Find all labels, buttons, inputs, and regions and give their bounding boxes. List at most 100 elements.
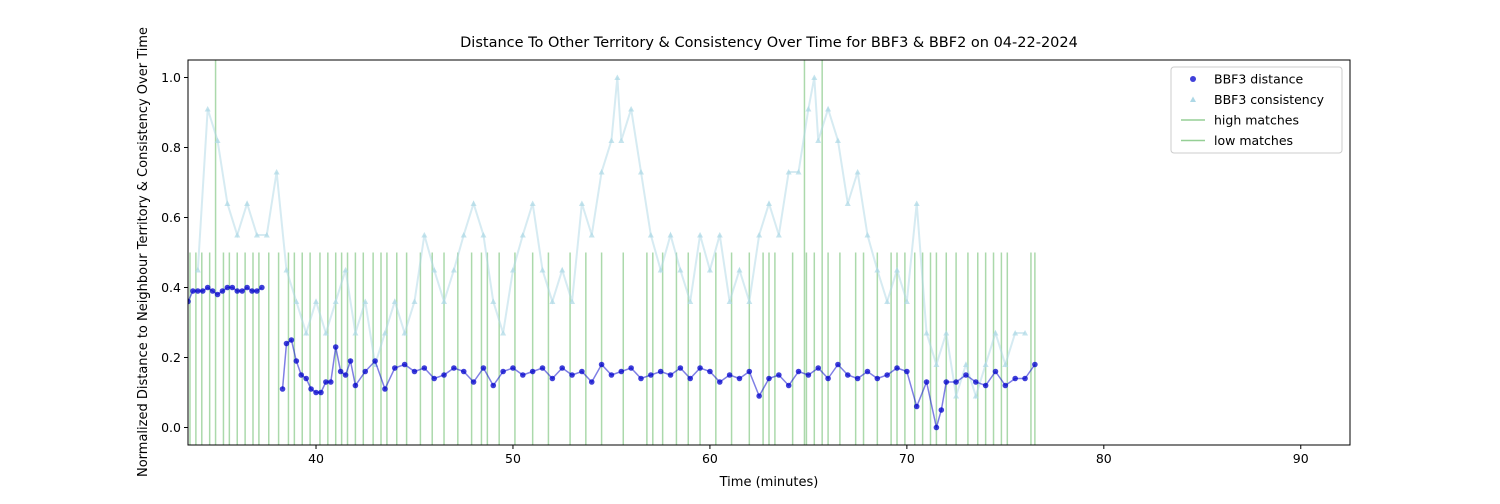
consistency-point bbox=[884, 298, 891, 304]
consistency-point bbox=[588, 232, 595, 238]
distance-point bbox=[736, 375, 743, 382]
consistency-point bbox=[598, 169, 605, 175]
distance-point bbox=[337, 368, 344, 375]
distance-point bbox=[382, 386, 388, 392]
consistency-point bbox=[933, 361, 940, 367]
consistency-line bbox=[196, 77, 1026, 400]
distance-point bbox=[913, 403, 920, 410]
consistency-point bbox=[578, 200, 585, 206]
consistency-point bbox=[637, 169, 644, 175]
distance-point bbox=[303, 375, 309, 382]
distance-point bbox=[707, 368, 713, 375]
consistency-point bbox=[470, 200, 477, 206]
consistency-point bbox=[1002, 361, 1009, 367]
distance-point bbox=[332, 344, 339, 350]
x-tick-label: 70 bbox=[899, 451, 915, 466]
consistency-point bbox=[480, 232, 487, 238]
consistency-point bbox=[874, 267, 881, 273]
distance-point bbox=[923, 379, 930, 385]
distance-point bbox=[825, 375, 831, 382]
distance-point bbox=[209, 288, 216, 294]
legend-label: low matches bbox=[1214, 133, 1293, 148]
distance-point bbox=[288, 337, 295, 343]
distance-point bbox=[559, 365, 566, 371]
distance-point bbox=[480, 365, 487, 371]
consistency-point bbox=[352, 330, 359, 336]
consistency-point bbox=[962, 361, 969, 367]
consistency-point bbox=[766, 200, 772, 206]
distance-point bbox=[500, 368, 506, 375]
y-tick-label: 0.6 bbox=[161, 210, 181, 225]
distance-point bbox=[441, 372, 447, 378]
consistency-point bbox=[815, 137, 822, 143]
distance-point bbox=[943, 379, 950, 385]
distance-point bbox=[204, 284, 211, 291]
distance-point bbox=[313, 389, 319, 396]
consistency-point bbox=[982, 361, 989, 367]
distance-point bbox=[716, 379, 723, 385]
distance-point bbox=[687, 375, 694, 382]
legend-marker bbox=[1190, 96, 1196, 102]
consistency-point bbox=[253, 232, 260, 238]
consistency-point bbox=[923, 330, 930, 336]
distance-point bbox=[795, 368, 802, 375]
distance-point bbox=[214, 291, 221, 298]
distance-point bbox=[938, 407, 945, 413]
distance-point bbox=[972, 379, 979, 385]
distance-point bbox=[963, 372, 969, 378]
consistency-point bbox=[706, 267, 713, 273]
consistency-point bbox=[293, 298, 300, 304]
distance-point bbox=[510, 365, 516, 371]
distance-point bbox=[1022, 375, 1028, 382]
consistency-point bbox=[401, 330, 408, 336]
distance-point bbox=[259, 284, 265, 291]
consistency-point bbox=[244, 200, 251, 206]
consistency-point bbox=[805, 106, 812, 112]
legend-label: high matches bbox=[1214, 113, 1299, 128]
consistency-point bbox=[795, 169, 802, 175]
consistency-point bbox=[224, 200, 231, 206]
distance-point bbox=[844, 372, 851, 378]
x-tick-label: 90 bbox=[1293, 451, 1309, 466]
distance-point bbox=[431, 375, 437, 382]
consistency-point bbox=[756, 232, 763, 238]
consistency-point bbox=[628, 106, 635, 112]
consistency-point bbox=[746, 298, 753, 304]
distance-point bbox=[470, 379, 477, 385]
distance-point bbox=[933, 424, 940, 431]
distance-point bbox=[190, 288, 196, 294]
distance-point bbox=[460, 368, 467, 375]
consistency-point bbox=[273, 169, 280, 175]
consistency-point bbox=[362, 298, 369, 304]
distance-line bbox=[188, 286, 1036, 428]
distance-point bbox=[298, 372, 305, 378]
consistency-point bbox=[411, 298, 418, 304]
y-tick-label: 0.8 bbox=[161, 140, 181, 155]
x-tick-label: 60 bbox=[702, 451, 718, 466]
distance-point bbox=[776, 372, 782, 378]
consistency-point bbox=[825, 106, 832, 112]
distance-point bbox=[1012, 375, 1018, 382]
distance-point bbox=[254, 288, 260, 294]
y-tick-label: 0.0 bbox=[161, 420, 181, 435]
consistency-point bbox=[614, 74, 621, 80]
consistency-point bbox=[677, 267, 684, 273]
consistency-point bbox=[509, 267, 516, 273]
y-tick-label: 0.2 bbox=[161, 350, 181, 365]
distance-point bbox=[854, 375, 861, 382]
distance-point bbox=[293, 358, 300, 364]
consistency-point bbox=[844, 200, 851, 206]
consistency-point bbox=[431, 267, 438, 273]
distance-point bbox=[401, 361, 408, 368]
distance-point bbox=[815, 365, 822, 371]
consistency-point bbox=[332, 298, 339, 304]
distance-point bbox=[229, 284, 236, 291]
distance-point bbox=[490, 382, 497, 389]
distance-point bbox=[953, 379, 959, 385]
distance-point bbox=[327, 379, 334, 385]
consistency-point bbox=[943, 330, 950, 336]
distance-point bbox=[520, 372, 526, 378]
consistency-point bbox=[716, 232, 723, 238]
distance-point bbox=[697, 365, 703, 371]
